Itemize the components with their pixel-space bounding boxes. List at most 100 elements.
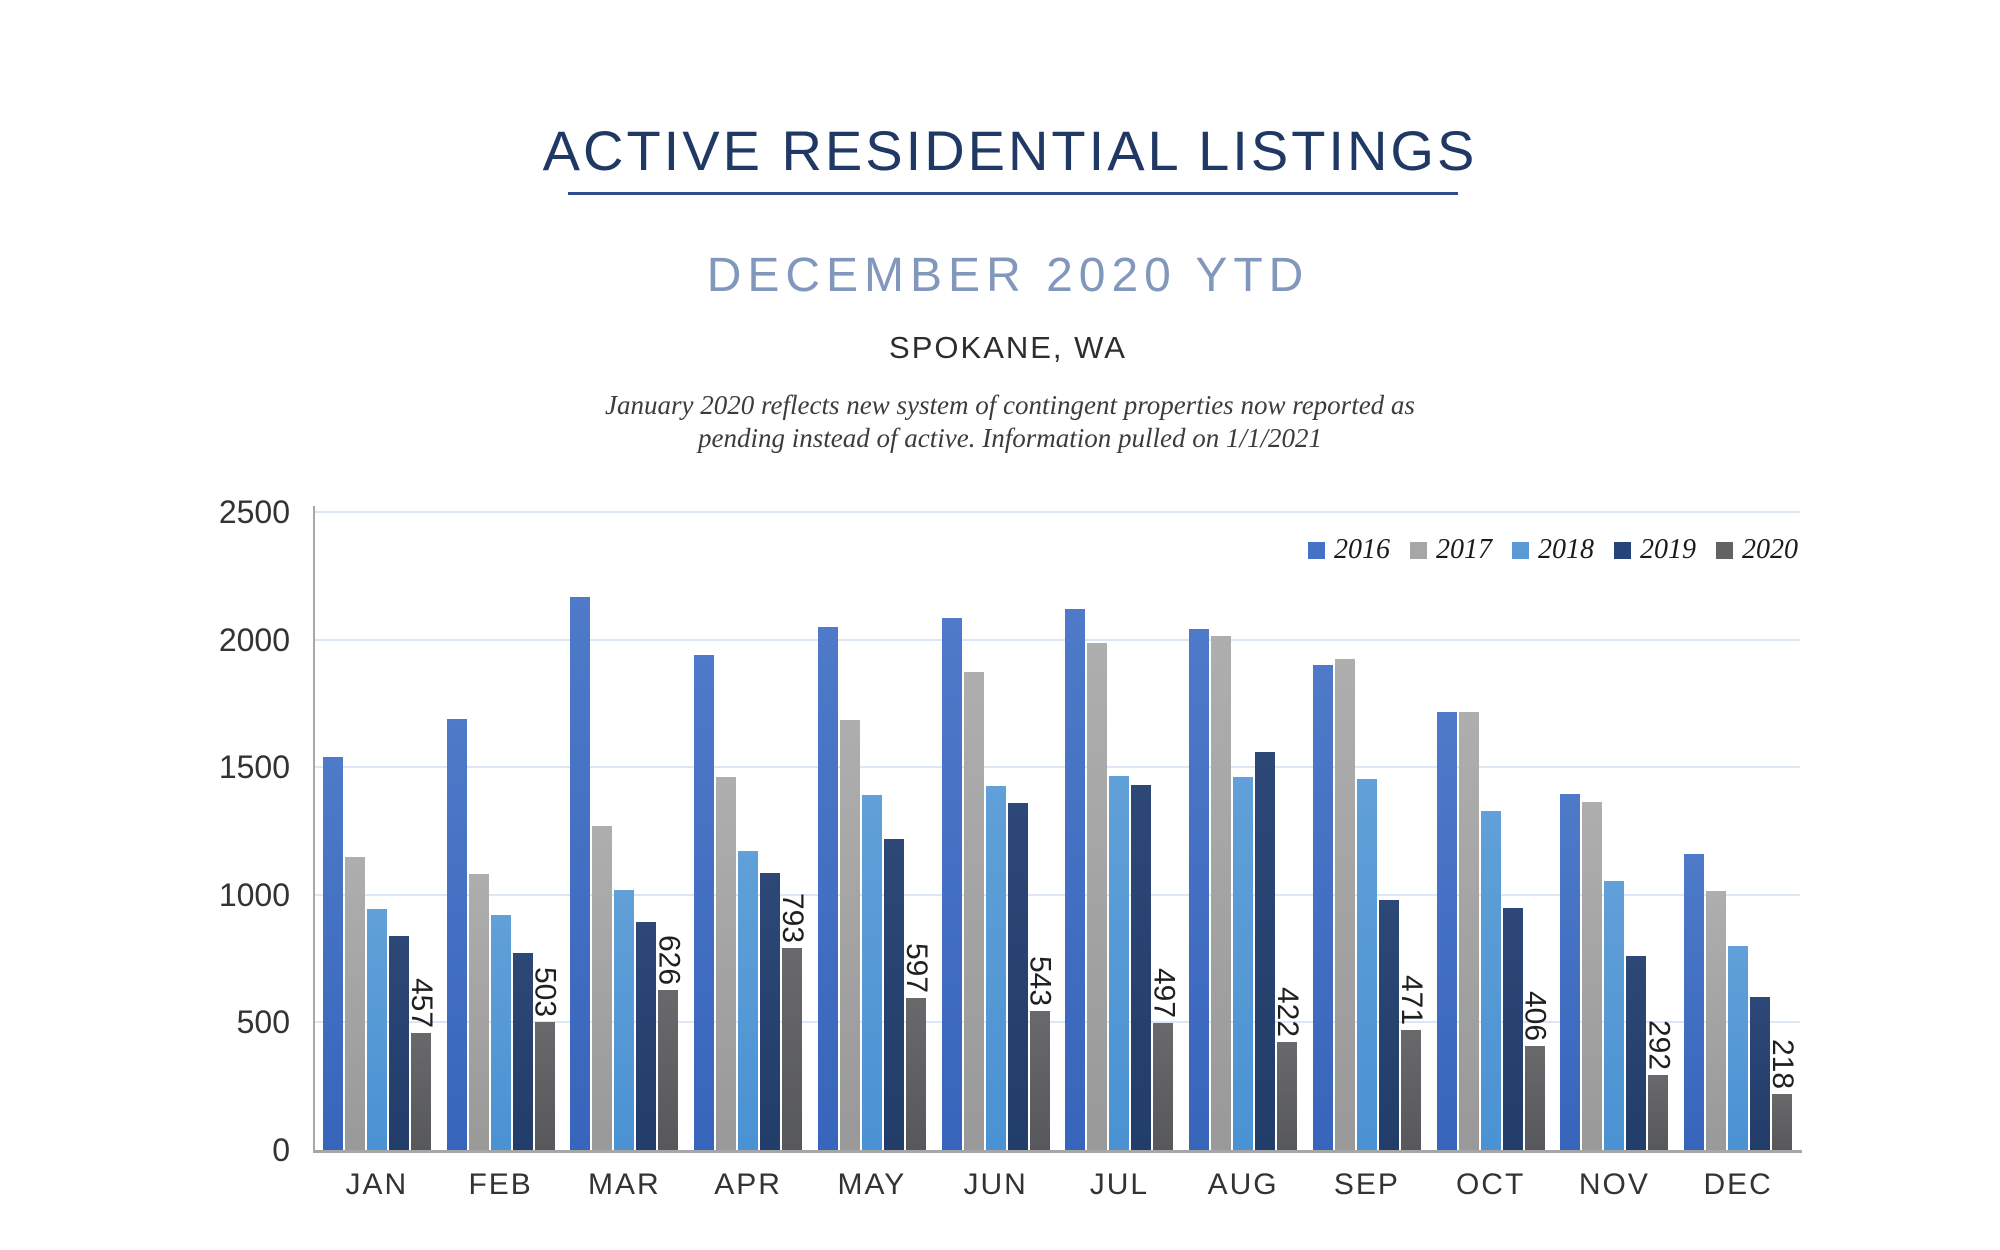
- bar-2018-jun: [985, 786, 1006, 1150]
- legend-swatch-icon-2017: [1410, 541, 1427, 559]
- bar-2016-jan: [322, 757, 343, 1150]
- bar-label-2020-sep: 471: [1394, 974, 1428, 1025]
- legend-item-2018: 2018: [1512, 536, 1594, 564]
- bar-group-may: 597: [810, 512, 934, 1150]
- bar-2016-oct: [1436, 712, 1457, 1150]
- bar-2016-jun: [941, 618, 962, 1150]
- gridline-1000: [315, 893, 1800, 896]
- x-axis-label-jul: JUL: [1089, 1168, 1150, 1201]
- bar-group-apr: 793: [686, 512, 810, 1150]
- bar-2016-dec: [1684, 854, 1705, 1150]
- bar-group-nov: 292: [1553, 512, 1677, 1150]
- bar-2020-jun: 543: [1024, 956, 1057, 1150]
- gridline-2500: [315, 511, 1800, 513]
- bar-2020-jul: 497: [1147, 968, 1180, 1150]
- bar-2016-may: [817, 627, 838, 1150]
- bar-2019-apr: [760, 873, 781, 1150]
- subtitle: DECEMBER 2020 YTD: [706, 249, 1310, 302]
- x-axis-label-oct: OCT: [1455, 1168, 1526, 1201]
- bar-2016-apr: [694, 655, 715, 1150]
- x-axis-label-apr: APR: [714, 1168, 782, 1201]
- bar-group-sep: 471: [1305, 512, 1429, 1150]
- bar-label-2020-nov: 292: [1642, 1019, 1676, 1070]
- bar-label-2020-jan: 457: [404, 977, 438, 1028]
- bar-2019-may: [883, 839, 904, 1150]
- bar-2017-apr: [716, 777, 737, 1150]
- bar-2018-apr: [738, 851, 759, 1150]
- legend-swatch-icon-2020: [1716, 541, 1733, 559]
- note-line-1: January 2020 reflects new system of cont…: [605, 390, 1415, 420]
- x-axis-label-jan: JAN: [345, 1168, 409, 1201]
- bar-group-mar: 626: [563, 512, 687, 1150]
- bar-2019-nov: [1626, 956, 1647, 1150]
- bar-2020-apr: 793: [776, 893, 809, 1150]
- bar-label-2020-mar: 626: [652, 934, 686, 985]
- bar-2017-oct: [1458, 712, 1479, 1150]
- x-axis-label-dec: DEC: [1703, 1168, 1773, 1201]
- bar-2017-feb: [468, 874, 489, 1150]
- bar-2018-nov: [1604, 881, 1625, 1150]
- note-line-2: pending instead of active. Information p…: [698, 423, 1322, 453]
- bar-2016-sep: [1312, 665, 1333, 1150]
- x-axis-label-mar: MAR: [588, 1168, 661, 1201]
- bar-label-2020-dec: 218: [1766, 1038, 1800, 1089]
- bar-2018-mar: [614, 890, 635, 1150]
- bar-label-2020-jun: 543: [1023, 955, 1057, 1006]
- bar-2017-jan: [344, 857, 365, 1150]
- bar-2020-feb: 503: [529, 967, 562, 1150]
- bar-2019-sep: [1378, 900, 1399, 1150]
- bar-2017-aug: [1211, 636, 1232, 1150]
- bar-2016-aug: [1189, 629, 1210, 1150]
- y-tick-0: 0: [272, 1132, 290, 1168]
- bar-2019-feb: [512, 953, 533, 1150]
- bar-2017-nov: [1582, 802, 1603, 1150]
- bar-2018-aug: [1233, 777, 1254, 1150]
- bar-2020-mar: 626: [652, 935, 685, 1150]
- legend-swatch-icon-2018: [1512, 541, 1529, 559]
- bar-group-jun: 543: [934, 512, 1058, 1150]
- bar-2018-feb: [490, 915, 511, 1150]
- bar-group-aug: 422: [1181, 512, 1305, 1150]
- legend-item-2019: 2019: [1614, 536, 1696, 564]
- title-underline: [568, 192, 1458, 195]
- legend-label-2019: 2019: [1640, 534, 1696, 565]
- legend-label-2020: 2020: [1742, 534, 1798, 565]
- bar-2017-jul: [1087, 643, 1108, 1150]
- bar-2016-feb: [446, 719, 467, 1150]
- bar-label-2020-jul: 497: [1147, 967, 1181, 1018]
- bar-2018-jan: [366, 909, 387, 1150]
- bar-group-jul: 497: [1058, 512, 1182, 1150]
- bar-label-2020-oct: 406: [1518, 990, 1552, 1041]
- x-axis-label-jun: JUN: [963, 1168, 1028, 1201]
- y-tick-1000: 1000: [218, 876, 290, 913]
- gridline-1500: [315, 766, 1800, 769]
- x-axis-line: [313, 1150, 1802, 1153]
- y-tick-2500: 2500: [218, 494, 290, 530]
- bar-2019-oct: [1502, 908, 1523, 1150]
- location-label: SPOKANE, WA: [889, 330, 1127, 365]
- bar-2017-jun: [963, 672, 984, 1150]
- legend-label-2017: 2017: [1436, 534, 1492, 565]
- gridline-2000: [315, 638, 1800, 641]
- bar-2018-oct: [1480, 811, 1501, 1150]
- x-axis-label-aug: AUG: [1207, 1168, 1279, 1201]
- bar-2017-may: [839, 720, 860, 1150]
- bar-2018-sep: [1356, 779, 1377, 1150]
- y-tick-2000: 2000: [218, 621, 290, 658]
- legend-swatch-icon-2019: [1614, 541, 1631, 559]
- bar-2017-mar: [592, 826, 613, 1150]
- bar-2019-dec: [1750, 997, 1771, 1150]
- bar-label-2020-may: 597: [899, 942, 933, 993]
- bar-2019-jun: [1007, 803, 1028, 1150]
- y-tick-500: 500: [236, 1004, 290, 1041]
- gridline-500: [315, 1021, 1800, 1024]
- bar-2017-sep: [1334, 659, 1355, 1150]
- legend-item-2017: 2017: [1410, 536, 1492, 564]
- legend-swatch-icon-2016: [1308, 541, 1325, 559]
- legend: 2016 2017 2018 2019 2020: [1308, 536, 1798, 564]
- bar-2020-nov: 292: [1642, 1020, 1675, 1150]
- legend-item-2016: 2016: [1308, 536, 1390, 564]
- bar-2020-sep: 471: [1395, 975, 1428, 1150]
- page-title: ACTIVE RESIDENTIAL LISTINGS: [542, 119, 1478, 182]
